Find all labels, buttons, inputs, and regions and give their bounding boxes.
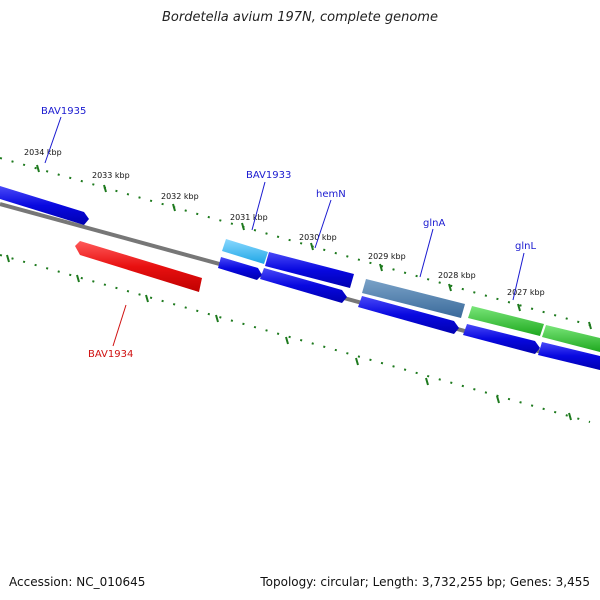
kbp-label-2033: 2033 kbp — [92, 171, 130, 180]
gene-plus-arrow-d[interactable] — [463, 324, 540, 354]
gene-label-bav1935[interactable]: BAV1935 — [41, 106, 86, 117]
leader-glna — [419, 228, 434, 278]
kbp-label-2030: 2030 kbp — [299, 233, 337, 242]
gene-label-bav1933[interactable]: BAV1933 — [246, 170, 291, 181]
upper-tick-row — [0, 157, 600, 330]
gene-plus-arrow-e[interactable] — [538, 342, 600, 370]
leader-glnl — [512, 252, 525, 301]
map-title: Bordetella avium 197N, complete genome — [162, 10, 438, 25]
kbp-label-2032: 2032 kbp — [161, 192, 199, 201]
gene-glnl-arrow[interactable] — [468, 306, 544, 336]
gene-label-glna[interactable]: glnA — [423, 218, 445, 229]
leader-bav1933 — [251, 181, 266, 231]
lower-tick-row — [0, 254, 591, 423]
gene-green-next-arrow[interactable] — [542, 325, 600, 352]
gene-label-glnl[interactable]: glnL — [515, 241, 536, 252]
gene-hemn-arrow[interactable] — [265, 252, 354, 288]
leader-hemn — [314, 199, 332, 249]
gene-plus-arrow-c[interactable] — [358, 296, 459, 334]
topology-text: Topology: circular; Length: 3,732,255 bp… — [260, 575, 590, 589]
gene-plus-arrow-a[interactable] — [218, 257, 262, 280]
gene-plus-arrow-b[interactable] — [260, 268, 347, 303]
kbp-label-2029: 2029 kbp — [368, 252, 406, 261]
accession-text: Accession: NC_010645 — [9, 575, 146, 589]
gene-bav1935-arrow[interactable] — [0, 186, 89, 225]
leader-bav1934 — [112, 304, 127, 347]
gene-bav1934-arrow[interactable] — [75, 241, 202, 292]
leader-bav1935 — [44, 116, 62, 164]
gene-label-hemn[interactable]: hemN — [316, 189, 346, 200]
kbp-label-2034: 2034 kbp — [24, 148, 62, 157]
kbp-label-2028: 2028 kbp — [438, 271, 476, 280]
gene-glna-arrow[interactable] — [362, 279, 465, 318]
gene-bav1933-arrow[interactable] — [222, 239, 268, 264]
gene-label-bav1934[interactable]: BAV1934 — [88, 349, 133, 360]
kbp-label-2027: 2027 kbp — [507, 288, 545, 297]
kbp-label-2031: 2031 kbp — [230, 213, 268, 222]
